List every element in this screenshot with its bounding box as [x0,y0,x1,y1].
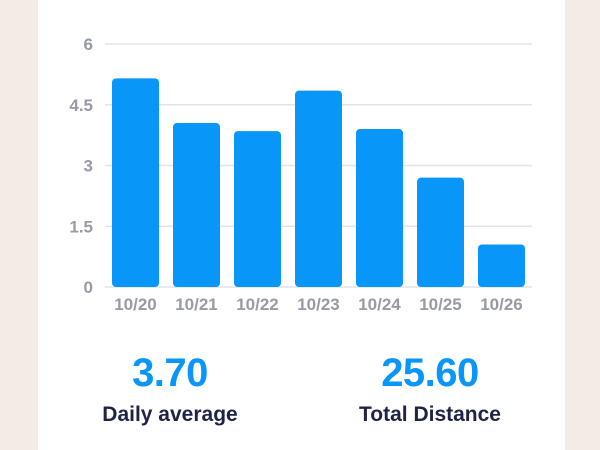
x-tick-label: 10/24 [358,295,401,314]
bar-chart: 0 1.5 3 4.5 6 10/20 10/21 10/22 10/23 10/24 10/25… [69,35,532,314]
y-tick-label: 3 [84,157,93,176]
y-axis-ticks: 0 1.5 3 4.5 6 [69,35,93,297]
y-tick-label: 6 [84,35,93,54]
daily-average-label: Daily average [102,403,238,426]
bar-10-23 [295,90,342,287]
total-distance-value: 25.60 [381,351,479,395]
total-distance-label: Total Distance [359,403,501,426]
x-tick-label: 10/20 [114,295,157,314]
bar-10-20 [112,78,159,287]
x-tick-label: 10/23 [297,295,340,314]
daily-average-value: 3.70 [132,351,208,395]
bar-10-26 [478,244,525,287]
x-axis-ticks: 10/20 10/21 10/22 10/23 10/24 10/25 10/26 [114,295,523,314]
total-distance-stat: 25.60 Total Distance [345,350,515,428]
y-tick-label: 4.5 [69,96,93,115]
x-tick-label: 10/26 [480,295,523,314]
bar-10-25 [417,177,464,287]
x-tick-label: 10/25 [419,295,462,314]
bar-10-24 [356,129,403,287]
bar-10-21 [173,122,220,287]
x-tick-label: 10/21 [175,295,218,314]
bars [112,78,525,287]
y-tick-label: 1.5 [69,217,93,236]
x-tick-label: 10/22 [236,295,279,314]
daily-average-stat: 3.70 Daily average [95,350,245,428]
y-tick-label: 0 [84,278,93,297]
bar-10-22 [234,131,281,287]
